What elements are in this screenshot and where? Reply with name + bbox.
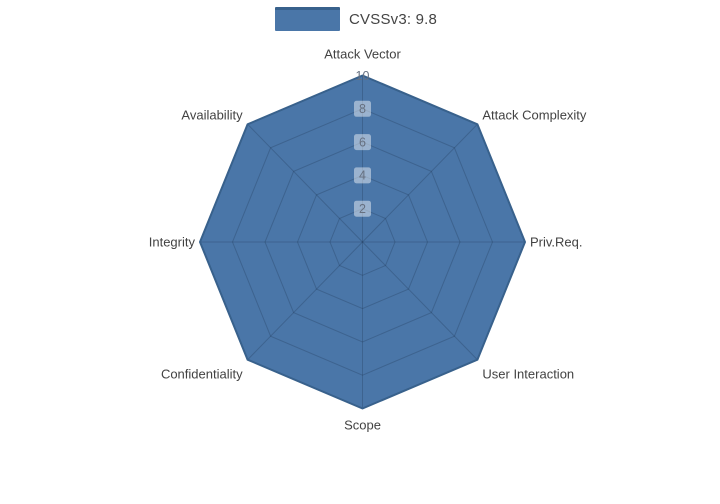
radial-tick-bg [354, 100, 371, 117]
grid-spoke [247, 241, 363, 361]
grid-ring [329, 208, 396, 276]
axis-label-user-interaction: User Interaction [482, 367, 574, 382]
radial-tick-bg [354, 200, 371, 217]
radial-tick-label: 2 [359, 202, 366, 216]
radial-tick-label: 6 [359, 135, 366, 149]
radial-tick-bg [354, 134, 371, 151]
axis-label-attack-vector: Attack Vector [324, 47, 401, 62]
axis-label-confidentiality: Confidentiality [161, 367, 243, 382]
axis-label-attack-complexity: Attack Complexity [482, 107, 587, 122]
axis-label-integrity: Integrity [149, 235, 196, 250]
axis-label-priv-req: Priv.Req. [530, 235, 583, 250]
axis-label-scope: Scope [344, 418, 381, 433]
grid-ring [231, 108, 494, 376]
legend[interactable]: CVSSv3: 9.8 [275, 7, 437, 31]
radial-tick-label: 8 [359, 102, 366, 116]
radial-tick-label: 10 [356, 69, 370, 83]
grid-ring [264, 141, 461, 343]
data-polygon-outline [199, 74, 526, 410]
grid-spoke [247, 123, 363, 243]
radial-tick-bg [354, 167, 371, 184]
data-polygon-cvssv3-9-8 [200, 75, 525, 409]
grid-spoke [362, 241, 478, 361]
grid-ring [296, 174, 429, 310]
axis-label-availability: Availability [181, 107, 243, 122]
grid-spoke [362, 123, 478, 243]
radial-tick-label: 4 [359, 169, 366, 183]
legend-label: CVSSv3: 9.8 [349, 10, 438, 28]
legend-swatch-icon [275, 7, 340, 31]
